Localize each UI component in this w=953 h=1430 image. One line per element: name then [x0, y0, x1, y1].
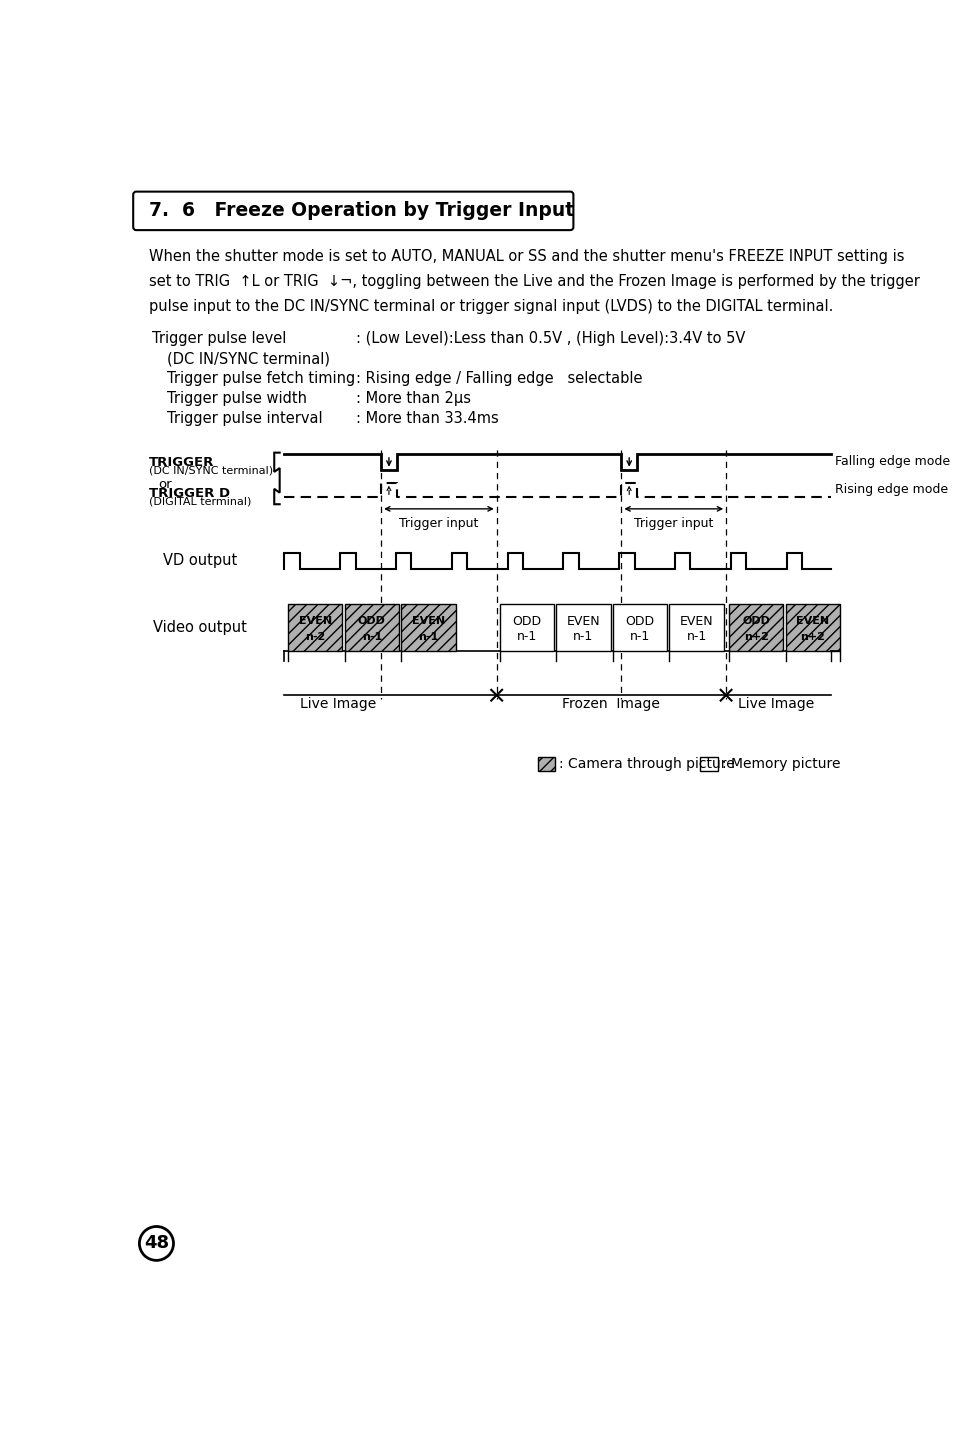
- Text: n-1: n-1: [573, 631, 593, 644]
- Text: n-1: n-1: [418, 632, 438, 642]
- Text: : More than 33.4ms: : More than 33.4ms: [355, 410, 497, 426]
- Text: : Rising edge / Falling edge   selectable: : Rising edge / Falling edge selectable: [355, 370, 641, 386]
- Text: Rising edge mode: Rising edge mode: [835, 483, 947, 496]
- Text: Falling edge mode: Falling edge mode: [835, 455, 949, 468]
- Bar: [669, 603, 723, 651]
- Text: pulse input to the DC IN/SYNC terminal or trigger signal input (LVDS) to the DIG: pulse input to the DC IN/SYNC terminal o…: [149, 299, 832, 315]
- Bar: [700, 756, 717, 771]
- Text: set to TRIG  ↑L or TRIG  ↓¬, toggling between the Live and the Frozen Image is p: set to TRIG ↑L or TRIG ↓¬, toggling betw…: [149, 275, 919, 289]
- Text: EVEN: EVEN: [566, 615, 599, 628]
- Text: n-1: n-1: [517, 631, 537, 644]
- Text: EVEN: EVEN: [796, 616, 828, 626]
- Text: ODD: ODD: [357, 616, 385, 626]
- Text: (DIGITAL terminal): (DIGITAL terminal): [149, 496, 251, 506]
- Text: EVEN: EVEN: [298, 616, 332, 626]
- Text: Trigger pulse level: Trigger pulse level: [152, 330, 286, 346]
- Text: Video output: Video output: [152, 621, 246, 635]
- Text: (DC IN/SYNC terminal): (DC IN/SYNC terminal): [167, 350, 330, 366]
- Text: n-2: n-2: [305, 632, 325, 642]
- Text: Trigger pulse width: Trigger pulse width: [167, 390, 307, 406]
- Text: 7.  6   Freeze Operation by Trigger Input: 7. 6 Freeze Operation by Trigger Input: [149, 200, 573, 220]
- Text: 48: 48: [144, 1234, 169, 1253]
- Text: ODD: ODD: [625, 615, 654, 628]
- Text: ODD: ODD: [741, 616, 769, 626]
- Bar: [728, 603, 782, 651]
- Text: VD output: VD output: [162, 553, 236, 568]
- Text: : Camera through picture: : Camera through picture: [558, 756, 735, 771]
- Text: TRIGGER: TRIGGER: [149, 456, 213, 469]
- Bar: [401, 603, 456, 651]
- Text: Trigger pulse interval: Trigger pulse interval: [167, 410, 322, 426]
- Text: Trigger input: Trigger input: [634, 518, 713, 531]
- Text: Live Image: Live Image: [299, 696, 375, 711]
- Text: n+2: n+2: [800, 632, 824, 642]
- Bar: [288, 603, 342, 651]
- Bar: [556, 603, 610, 651]
- Text: EVEN: EVEN: [679, 615, 713, 628]
- Text: : More than 2μs: : More than 2μs: [355, 390, 470, 406]
- FancyBboxPatch shape: [133, 192, 573, 230]
- Bar: [785, 603, 840, 651]
- Text: : Memory picture: : Memory picture: [721, 756, 840, 771]
- Text: Trigger pulse fetch timing: Trigger pulse fetch timing: [167, 370, 355, 386]
- Bar: [499, 603, 554, 651]
- Bar: [344, 603, 398, 651]
- Circle shape: [139, 1227, 173, 1260]
- Text: Frozen  Image: Frozen Image: [562, 696, 659, 711]
- Text: or: or: [158, 478, 172, 490]
- Text: EVEN: EVEN: [412, 616, 444, 626]
- Text: Live Image: Live Image: [737, 696, 813, 711]
- Text: Trigger input: Trigger input: [399, 518, 478, 531]
- Text: : (Low Level):Less than 0.5V , (High Level):3.4V to 5V: : (Low Level):Less than 0.5V , (High Lev…: [355, 330, 744, 346]
- Text: n+2: n+2: [743, 632, 768, 642]
- Text: ODD: ODD: [512, 615, 541, 628]
- Text: (DC IN/SYNC terminal): (DC IN/SYNC terminal): [149, 466, 273, 476]
- Text: n-1: n-1: [686, 631, 706, 644]
- Text: n-1: n-1: [629, 631, 650, 644]
- Bar: [537, 756, 555, 771]
- Text: When the shutter mode is set to AUTO, MANUAL or SS and the shutter menu's FREEZE: When the shutter mode is set to AUTO, MA…: [149, 249, 903, 263]
- Bar: [612, 603, 666, 651]
- Text: n-1: n-1: [361, 632, 381, 642]
- Text: TRIGGER D: TRIGGER D: [149, 488, 230, 500]
